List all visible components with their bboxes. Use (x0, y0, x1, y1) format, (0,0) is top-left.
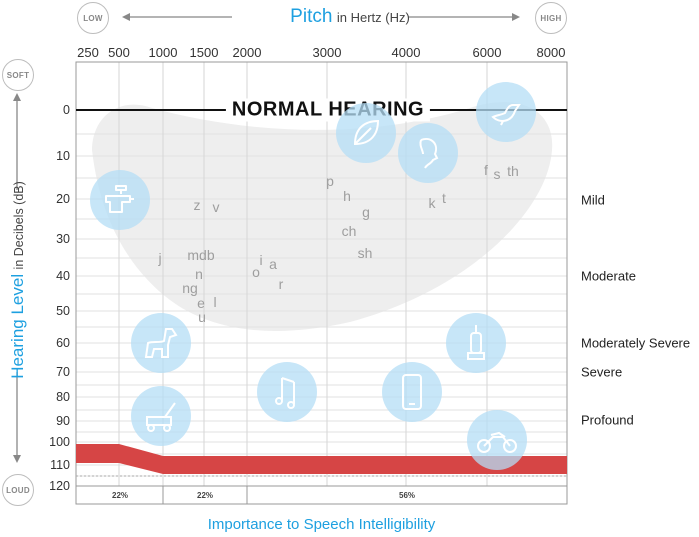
speech-sound: a (269, 256, 277, 272)
x-tick-6000: 6000 (472, 45, 502, 60)
pitch-title-unit: in Hertz (Hz) (336, 10, 410, 25)
speech-sound: e (197, 295, 205, 311)
bird-icon (476, 82, 536, 142)
y-tick-100: 100 (49, 435, 70, 449)
low-pitch-badge: LOW (77, 2, 109, 34)
speech-sound: l (213, 294, 217, 310)
y-tick-20: 20 (56, 192, 70, 206)
pitch-title-main: Pitch (290, 6, 333, 27)
y-tick-80: 80 (56, 390, 70, 404)
phone-icon (382, 362, 442, 422)
speech-sound: s (493, 166, 501, 182)
y-tick-90: 90 (56, 414, 70, 428)
child-icon (398, 123, 458, 183)
pitch-title: Pitch in Hertz (Hz) (230, 6, 470, 28)
importance-percent: 22% (111, 491, 129, 500)
y-tick-30: 30 (56, 232, 70, 246)
speech-sound: k (428, 195, 436, 211)
x-tick-500: 500 (108, 45, 130, 60)
severity-profound: Profound (581, 412, 634, 428)
speech-sound: f (484, 162, 488, 178)
speech-sound: p (326, 173, 334, 189)
importance-percent: 22% (196, 491, 214, 500)
speech-sound: r (278, 276, 284, 292)
importance-title: Importance to Speech Intelligibility (207, 516, 436, 533)
dog-icon (131, 313, 191, 373)
music-note-icon (257, 362, 317, 422)
speech-sound: ng (182, 280, 198, 296)
soft-badge: SOFT (2, 59, 34, 91)
high-pitch-badge: HIGH (535, 2, 567, 34)
speech-sound: o (252, 264, 260, 280)
leaf-icon (336, 103, 396, 163)
speech-sound: g (362, 204, 370, 220)
speech-sound: sh (357, 245, 373, 261)
pitch-arrows (122, 13, 520, 21)
speech-sound: v (212, 199, 220, 215)
speech-sound: t (442, 190, 446, 206)
level-arrows (13, 93, 21, 463)
severity-moderate: Moderate (581, 268, 636, 284)
y-tick-0: 0 (63, 103, 70, 117)
speech-sound: n (195, 266, 203, 282)
severity-mild: Mild (581, 192, 605, 208)
motorcycle-icon (467, 410, 527, 470)
severity-moderately-severe: Moderately Severe (581, 335, 691, 351)
y-tick-110: 110 (50, 458, 70, 472)
y-tick-50: 50 (56, 304, 70, 318)
speech-sound: ch (341, 223, 357, 239)
speech-sound: th (507, 163, 519, 179)
x-tick-3000: 3000 (312, 45, 342, 60)
y-tick-70: 70 (56, 365, 70, 379)
x-tick-8000: 8000 (536, 45, 566, 60)
normal-hearing-label: NORMAL HEARING (225, 98, 431, 122)
speech-sound: u (198, 309, 206, 325)
x-tick-4000: 4000 (391, 45, 421, 60)
speech-sound: mdb (187, 247, 215, 263)
speech-banana (92, 102, 553, 331)
vacuum-icon (446, 313, 506, 373)
profound-loss-band (76, 444, 567, 474)
y-tick-120: 120 (49, 479, 70, 493)
lawnmower-icon (131, 386, 191, 446)
speech-sound: z (193, 197, 201, 213)
loud-badge: LOUD (2, 474, 34, 506)
y-tick-40: 40 (56, 269, 70, 283)
y-tick-10: 10 (56, 149, 70, 163)
x-tick-1500: 1500 (189, 45, 219, 60)
speech-sound: j (158, 250, 162, 266)
faucet-icon (90, 170, 150, 230)
importance-percent: 56% (398, 491, 416, 500)
x-tick-2000: 2000 (232, 45, 262, 60)
speech-sound: i (259, 252, 263, 268)
y-tick-60: 60 (56, 336, 70, 350)
severity-severe: Severe (581, 364, 623, 380)
x-tick-1000: 1000 (148, 45, 178, 60)
speech-sound: h (343, 188, 351, 204)
x-tick-250: 250 (77, 45, 99, 60)
